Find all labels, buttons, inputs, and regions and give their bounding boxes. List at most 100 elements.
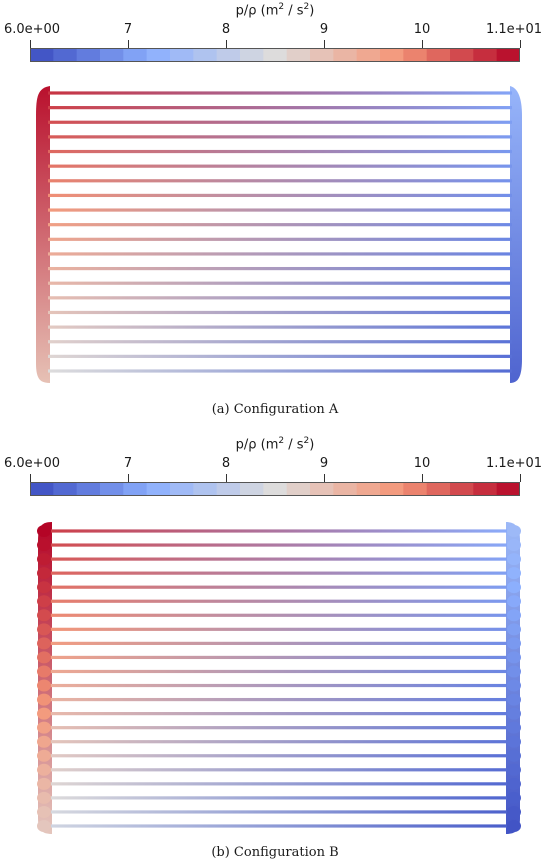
colorbar-tick-label: 6.0e+00 xyxy=(3,456,61,471)
inlet-bulge xyxy=(37,805,51,818)
colorbar-segment xyxy=(193,48,218,62)
tube xyxy=(48,310,512,315)
tube xyxy=(48,543,512,547)
tube xyxy=(48,669,512,674)
tube xyxy=(48,91,512,95)
tube xyxy=(48,599,512,603)
colorbar-segment xyxy=(496,48,520,62)
colorbar-tick-label: 8 xyxy=(221,456,231,471)
outlet-bulge xyxy=(507,721,521,734)
tube xyxy=(48,252,512,256)
colorbar-tick-mark xyxy=(226,40,227,48)
outlet-bulge xyxy=(507,820,521,832)
outlet-bulge xyxy=(507,595,521,608)
outlet-bulge xyxy=(507,679,521,692)
tube xyxy=(48,106,512,110)
tube xyxy=(48,571,512,575)
colorbar-tick-mark xyxy=(226,474,227,482)
colorbar-tick-label: 6.0e+00 xyxy=(3,22,61,37)
tube xyxy=(48,223,512,227)
outlet-bulge xyxy=(507,749,521,762)
heat-exchanger-diagram xyxy=(36,86,522,383)
colorbar-tick-mark xyxy=(128,40,129,48)
colorbar-tick-mark xyxy=(520,474,521,482)
inlet-bulge xyxy=(37,595,51,608)
colorbar-segment xyxy=(216,482,241,496)
tube xyxy=(48,641,512,645)
tube xyxy=(48,740,512,744)
outlet-bulge xyxy=(507,539,521,552)
tube xyxy=(48,627,512,631)
tube xyxy=(48,237,512,241)
colorbar-segment xyxy=(356,48,381,62)
colorbar-segment xyxy=(356,482,381,496)
colorbar-segment xyxy=(240,482,264,496)
inlet-bulge xyxy=(37,707,51,720)
colorbar-segment xyxy=(473,482,498,496)
outlet-bulge xyxy=(507,525,521,537)
colorbar-tick-mark xyxy=(30,474,31,482)
inlet-bulge xyxy=(37,525,51,537)
tube xyxy=(48,557,512,561)
colorbar-segment xyxy=(123,48,148,62)
colorbar xyxy=(30,48,520,62)
colorbar-segment xyxy=(30,48,54,62)
outlet-bulge xyxy=(507,707,521,720)
inlet-bulge xyxy=(37,693,51,706)
colorbar-tick-label: 9 xyxy=(319,456,329,471)
colorbar-segment xyxy=(146,48,171,62)
colorbar-tick-label: 1.1e+01 xyxy=(485,456,543,471)
inlet-bulge xyxy=(37,679,51,692)
tube xyxy=(48,726,512,730)
colorbar-segment xyxy=(310,482,334,496)
tube xyxy=(48,824,512,828)
outlet-bulge xyxy=(507,651,521,664)
colorbar-tick-label: 7 xyxy=(123,456,133,471)
inlet-bulge xyxy=(37,791,51,804)
colorbar-segment xyxy=(53,48,78,62)
colorbar-segment xyxy=(403,48,428,62)
inlet-bulge xyxy=(37,609,51,622)
figure-caption: (a) Configuration A xyxy=(211,402,339,417)
panel-configuration-a: p/ρ (m2 / s2) 6.0e+00 7 8 9 10 1.1e+01 (a) Co… xyxy=(3,2,542,417)
tube xyxy=(48,354,512,358)
inlet-bulge xyxy=(37,553,51,566)
colorbar-segment xyxy=(123,482,148,496)
colorbar-tick-label: 10 xyxy=(413,22,431,37)
inlet-bulge xyxy=(37,539,51,552)
tube xyxy=(48,585,512,589)
colorbar-title: p/ρ (m2 / s2) xyxy=(235,436,315,453)
outlet-bulge xyxy=(507,805,521,818)
inlet-bulge xyxy=(37,763,51,776)
colorbar-segment xyxy=(496,482,520,496)
colorbar-segment xyxy=(76,48,101,62)
inlet-bulge xyxy=(37,623,51,636)
inlet-bulge xyxy=(37,721,51,734)
outlet-bulge xyxy=(507,553,521,566)
tube xyxy=(48,340,512,344)
tube xyxy=(48,810,512,814)
tube xyxy=(48,683,512,688)
colorbar-segment xyxy=(100,48,124,62)
outlet-bulge xyxy=(507,763,521,776)
inlet-bulge xyxy=(37,735,51,748)
colorbar-segment xyxy=(100,482,124,496)
outlet-bulge xyxy=(507,735,521,748)
colorbar-tick-mark xyxy=(422,474,423,482)
tube xyxy=(48,208,512,212)
colorbar-segment xyxy=(216,48,241,62)
tube xyxy=(48,135,512,139)
colorbar-segment xyxy=(333,482,358,496)
panel-configuration-b: p/ρ (m2 / s2) 6.0e+00 7 8 9 10 1.1e+01 (b) Co… xyxy=(0,434,550,868)
inlet-bulge xyxy=(37,581,51,594)
colorbar-segment xyxy=(170,482,194,496)
outlet-bulge xyxy=(507,567,521,580)
colorbar-segment xyxy=(193,482,218,496)
inlet-header xyxy=(36,86,50,383)
tube xyxy=(48,149,512,154)
colorbar-segment xyxy=(170,48,194,62)
colorbar-segment xyxy=(286,48,311,62)
colorbar-segment xyxy=(146,482,171,496)
colorbar-segment xyxy=(263,482,288,496)
colorbar-segment xyxy=(286,482,311,496)
